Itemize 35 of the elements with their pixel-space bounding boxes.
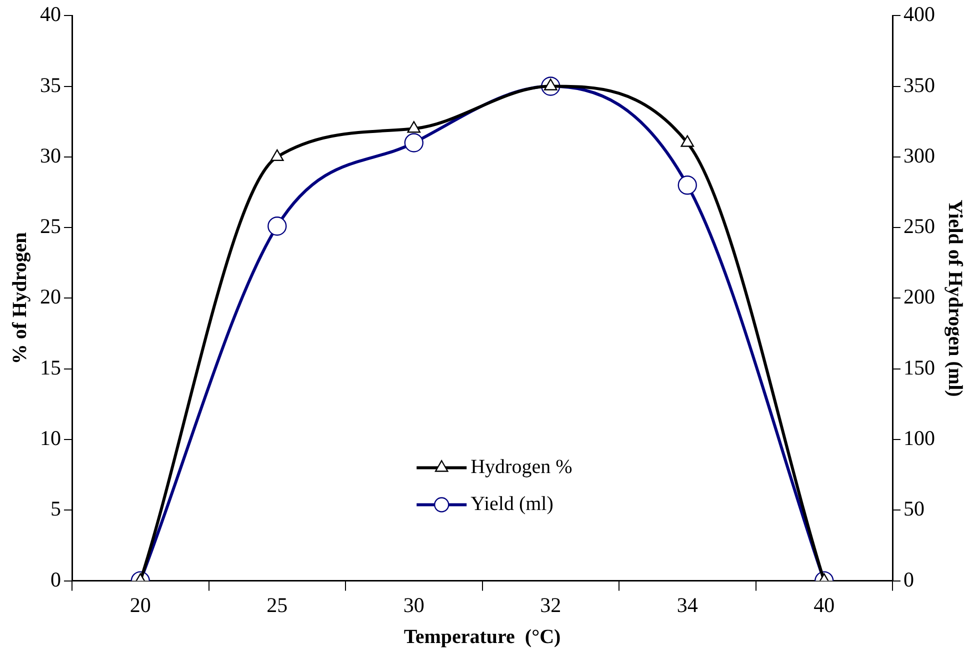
y-axis-title: % of Hydrogen — [9, 232, 32, 364]
x-tick-label: 34 — [676, 592, 698, 617]
x-tick-label: 20 — [130, 592, 151, 617]
point — [407, 121, 421, 133]
y2-tick-label: 150 — [904, 355, 935, 380]
x-tick-label: 32 — [540, 592, 562, 617]
y-tick-label: 25 — [40, 214, 61, 238]
y2-tick-label: 0 — [904, 567, 914, 592]
y2-tick-label: 300 — [904, 143, 935, 168]
legend-label: Hydrogen % — [470, 456, 572, 478]
point — [404, 133, 424, 152]
y2-axis-title: Yield of Hydrogen (ml) — [944, 200, 966, 397]
y-tick-label: 5 — [50, 496, 61, 521]
y-tick-label: 0 — [50, 567, 61, 592]
y-tick-label: 30 — [40, 143, 61, 168]
y2-tick-label: 50 — [904, 496, 924, 521]
y-tick-label: 10 — [40, 426, 61, 450]
y-tick-label: 35 — [40, 72, 61, 97]
y-tick-label: 20 — [40, 284, 61, 309]
x-tick-label: 40 — [814, 592, 835, 617]
point — [268, 216, 287, 236]
point — [680, 135, 694, 147]
x-tick-label: 30 — [403, 592, 424, 617]
y2-tick-label: 350 — [904, 72, 935, 97]
x-tick-label: 25 — [266, 592, 288, 617]
y2-tick-label: 100 — [904, 426, 935, 450]
point — [678, 176, 697, 195]
y-tick-label: 15 — [40, 355, 61, 380]
y2-tick-label: 200 — [904, 284, 935, 309]
x-axis-title: Temperature (°C) — [404, 626, 561, 648]
legend-label: Yield (ml) — [470, 493, 554, 516]
y2-tick-label: 400 — [904, 2, 935, 26]
y-tick-label: 40 — [40, 2, 61, 26]
point — [270, 149, 284, 161]
y2-tick-label: 250 — [904, 214, 935, 238]
